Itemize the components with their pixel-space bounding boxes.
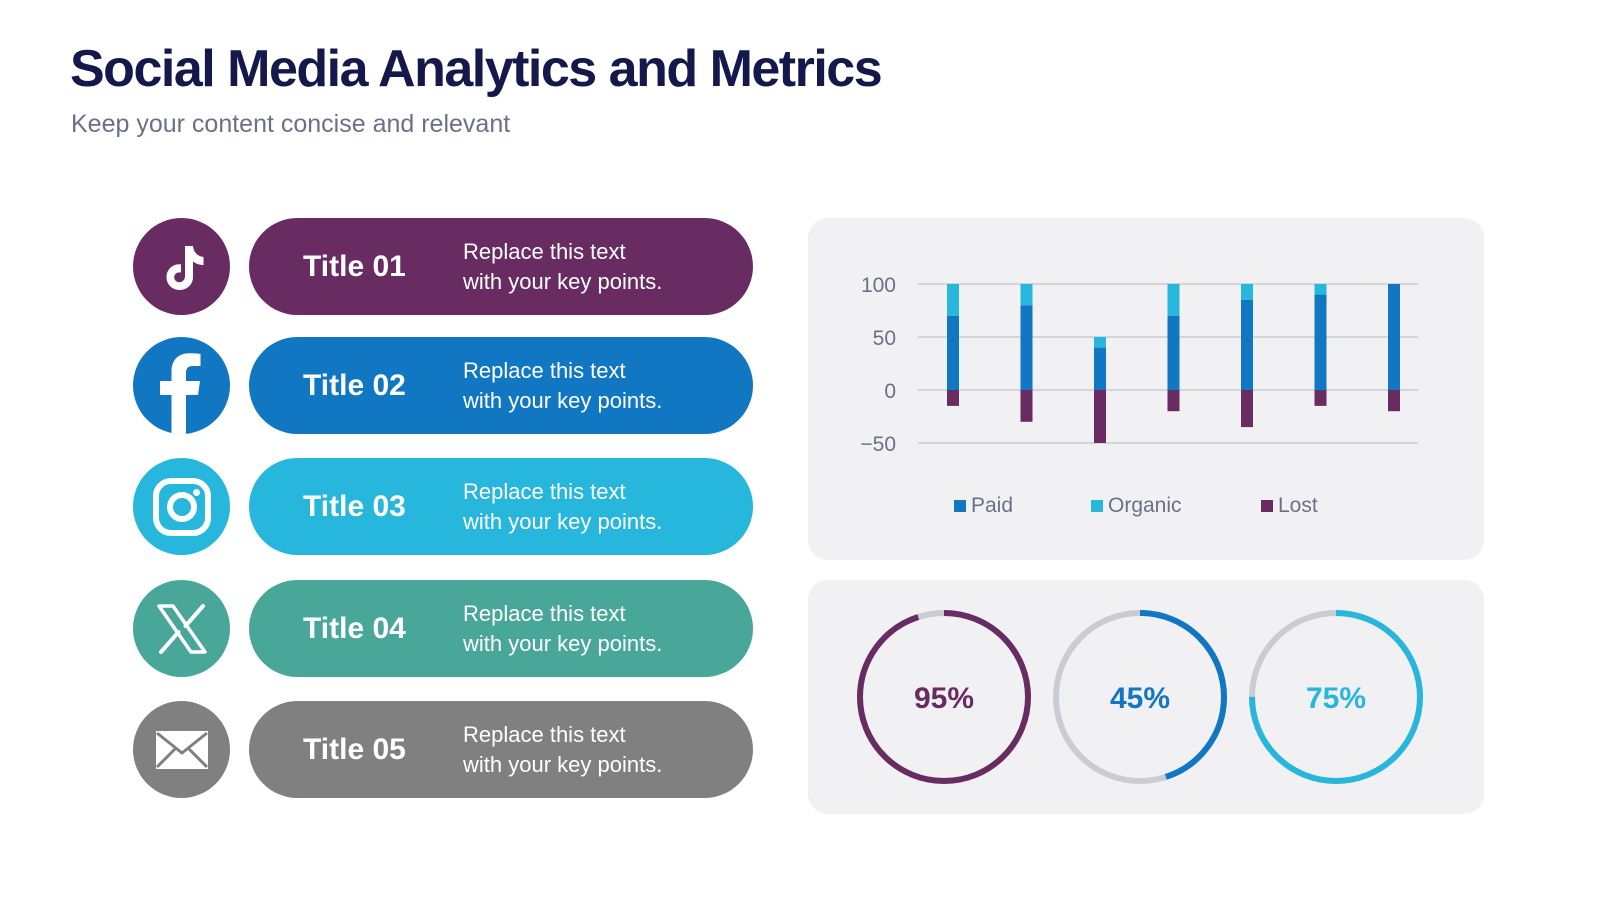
bar-paid <box>1020 305 1033 390</box>
bar-paid <box>1314 294 1327 390</box>
platform-icon-badge <box>133 580 230 677</box>
item-description: Replace this text with your key points. <box>463 358 663 413</box>
bar-lost <box>1094 390 1106 443</box>
ring-progress <box>1249 610 1423 784</box>
platform-icon-badge <box>133 701 230 798</box>
bar-paid <box>1167 315 1180 390</box>
bar-organic <box>947 284 959 316</box>
platform-icon-badge <box>133 458 230 555</box>
platform-row-mail: Title 05 Replace this text with your key … <box>133 701 753 798</box>
bar-lost <box>1167 390 1180 412</box>
bar-paid <box>1241 299 1253 390</box>
mail-icon <box>155 730 208 769</box>
legend-label: Paid <box>971 494 1013 517</box>
page-subtitle: Keep your content concise and relevant <box>71 110 511 138</box>
tiktok-icon <box>166 245 203 290</box>
platform-row-x: Title 04 Replace this text with your key … <box>133 580 753 677</box>
progress-ring: 45% <box>1053 610 1227 784</box>
ring-progress <box>1053 610 1227 784</box>
legend-swatch <box>1091 500 1103 512</box>
bar-organic <box>1241 284 1253 300</box>
platform-pill: Title 01 Replace this text with your key … <box>249 218 753 315</box>
ring-value-label: 75% <box>1306 682 1366 715</box>
legend-label: Lost <box>1278 494 1318 517</box>
legend-item-lost: Lost <box>1261 494 1318 517</box>
platform-icon-badge <box>133 337 230 434</box>
legend-item-organic: Organic <box>1091 494 1182 517</box>
legend-swatch <box>1261 500 1273 512</box>
bar-organic <box>1020 284 1033 306</box>
platform-row-instagram: Title 03 Replace this text with your key … <box>133 458 753 555</box>
bar-chart-panel: 100 50 0 −50 Paid Organic Lost <box>808 218 1484 560</box>
platform-icon-badge <box>133 218 230 315</box>
item-description: Replace this text with your key points. <box>463 479 663 534</box>
platform-pill: Title 04 Replace this text with your key … <box>249 580 753 677</box>
bar-paid <box>1094 347 1106 390</box>
bar-organic <box>1314 284 1327 295</box>
item-title: Title 03 <box>303 490 406 523</box>
bar-lost <box>1020 390 1033 422</box>
item-title: Title 05 <box>303 733 406 766</box>
item-description: Replace this text with your key points. <box>463 239 663 294</box>
bar-organic <box>1167 284 1180 316</box>
item-title: Title 04 <box>303 612 406 645</box>
y-tick-label: −50 <box>860 433 896 456</box>
legend-label: Organic <box>1108 494 1182 517</box>
y-tick-label: 100 <box>861 274 896 297</box>
platform-pill: Title 05 Replace this text with your key … <box>249 701 753 798</box>
progress-ring: 95% <box>857 610 1031 784</box>
bar-paid <box>947 315 959 390</box>
bar-lost <box>1241 390 1253 428</box>
progress-rings-panel: 95% 45% 75% <box>808 580 1484 814</box>
x-twitter-icon <box>156 603 207 654</box>
item-title: Title 02 <box>303 369 406 402</box>
platform-pill: Title 02 Replace this text with your key … <box>249 337 753 434</box>
ring-value-label: 95% <box>914 682 974 715</box>
bar-paid <box>1388 284 1400 390</box>
progress-rings: 95% 45% 75% <box>857 610 1423 784</box>
platform-row-facebook: Title 02 Replace this text with your key … <box>133 337 753 434</box>
y-tick-label: 0 <box>884 380 896 403</box>
legend-item-paid: Paid <box>954 494 1013 517</box>
ring-value-label: 45% <box>1110 682 1170 715</box>
ring-progress <box>857 610 1031 784</box>
y-tick-label: 50 <box>873 327 896 350</box>
bar-organic <box>1094 337 1106 348</box>
progress-ring: 75% <box>1249 610 1423 784</box>
item-description: Replace this text with your key points. <box>463 601 663 656</box>
item-title: Title 01 <box>303 250 406 283</box>
facebook-icon <box>160 353 201 434</box>
platform-pill: Title 03 Replace this text with your key … <box>249 458 753 555</box>
stacked-bar-chart: 100 50 0 −50 Paid Organic Lost <box>860 274 1418 517</box>
legend-swatch <box>954 500 966 512</box>
page-title: Social Media Analytics and Metrics <box>70 40 883 98</box>
bar-lost <box>1388 390 1400 412</box>
bar-lost <box>1314 390 1327 406</box>
instagram-icon <box>152 477 211 536</box>
bar-lost <box>947 390 959 406</box>
platform-row-tiktok: Title 01 Replace this text with your key … <box>133 218 753 315</box>
item-description: Replace this text with your key points. <box>463 722 663 777</box>
